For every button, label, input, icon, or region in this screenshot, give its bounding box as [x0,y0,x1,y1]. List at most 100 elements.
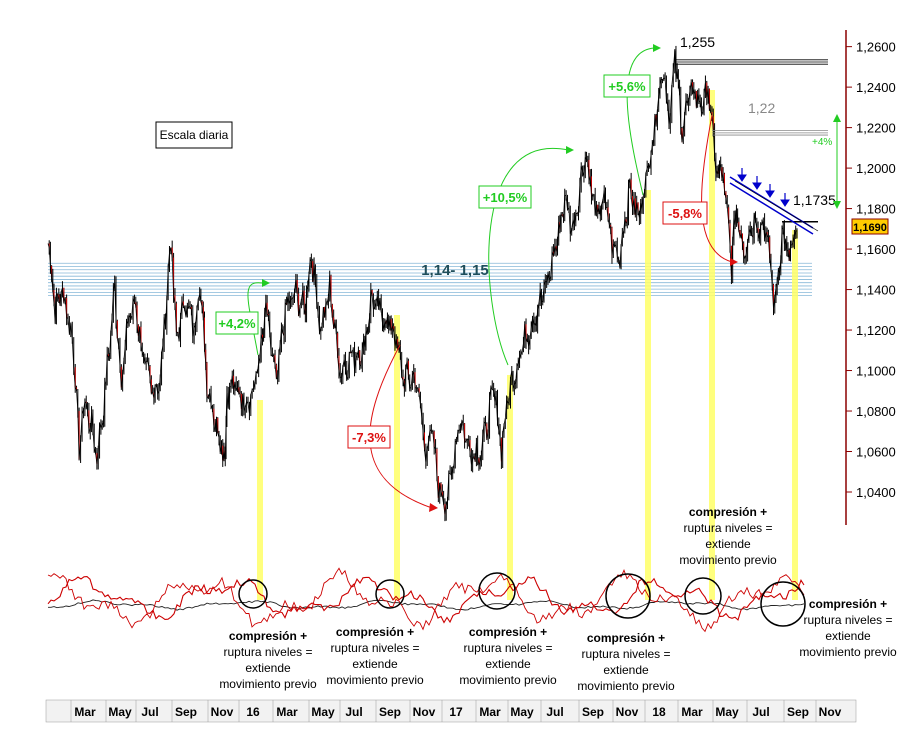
scale-note-box [155,121,233,149]
x-tick-label: 16 [246,705,260,719]
y-tick-label: 1,0600 [856,445,896,460]
scale-note: Escala diaria [160,128,229,142]
x-tick-label: Nov [616,705,639,719]
svg-text:ruptura niveles =: ruptura niveles = [683,521,772,535]
compression-vertical [645,190,651,600]
support-zone-label: 1,14- 1,15 [421,262,489,279]
x-tick-label: Mar [681,705,703,719]
svg-text:compresión +: compresión + [229,629,307,643]
compression-circles [238,572,806,627]
svg-text:extiende: extiende [705,537,751,551]
x-tick-label: Mar [74,705,96,719]
x-tick-label: 17 [449,705,463,719]
y-tick-label: 1,2200 [856,121,896,136]
move-label-2: -7,3% [352,430,386,445]
move-label-5: -5,8% [668,206,702,221]
x-tick-label: 18 [652,705,666,719]
svg-text:ruptura niveles =: ruptura niveles = [463,641,552,655]
x-tick-label: Sep [379,705,401,719]
compression-vertical [709,90,715,600]
price-line [47,50,798,515]
svg-text:extiende: extiende [352,657,398,671]
y-tick-label: 1,2600 [856,40,896,55]
compression-note-5: compresión + ruptura niveles = extiende … [679,505,777,567]
x-tick-label: Nov [211,705,234,719]
level-label-1255: 1,255 [680,34,715,50]
last-price-value: 1,1690 [853,222,887,234]
x-tick-label: May [715,705,739,719]
move-label-3: +10,5% [483,190,528,205]
x-tick-label: May [311,705,335,719]
y-tick-label: 1,1200 [856,323,896,338]
move-label-4: +5,6% [608,79,646,94]
x-tick-label: Nov [819,705,842,719]
compression-note-1: compresión + ruptura niveles = extiende … [219,629,317,691]
svg-text:compresión +: compresión + [336,625,414,639]
x-tick-label: Jul [141,705,158,719]
x-tick-label: Mar [276,705,298,719]
y-tick-label: 1,1000 [856,364,896,379]
move-label-1: +4,2% [218,316,256,331]
x-tick-label: Sep [175,705,197,719]
x-tick-label: Mar [479,705,501,719]
x-tick-label: Jul [752,705,769,719]
move-arrowheads [262,44,841,512]
svg-text:compresión +: compresión + [809,597,887,611]
svg-text:ruptura niveles =: ruptura niveles = [803,613,892,627]
blue-arrows [737,168,790,207]
svg-text:compresión +: compresión + [587,631,665,645]
resistance-levels [675,59,828,223]
y-tick-label: 1,1800 [856,202,896,217]
svg-text:movimiento previo: movimiento previo [326,673,424,687]
x-tick-label: Sep [582,705,604,719]
price-series [47,45,798,522]
move-box-4 [603,74,651,98]
compression-note-4: compresión + ruptura niveles = extiende … [577,631,675,693]
compression-note-6: compresión + ruptura niveles = extiende … [799,597,897,659]
compression-vertical [394,315,400,600]
move-box-1 [215,311,259,335]
move-box-2 [347,425,391,449]
svg-text:ruptura niveles =: ruptura niveles = [330,641,419,655]
x-axis: Mar May Jul Sep Nov 16 Mar May Jul Sep Nov 17 Mar May… [70,700,842,722]
move-box-3 [478,185,532,209]
oscillator-red-fast [47,576,805,624]
svg-text:movimiento previo: movimiento previo [799,645,897,659]
compression-verticals [257,90,798,600]
move-box-5 [662,201,708,225]
svg-text:extiende: extiende [825,629,871,643]
svg-text:compresión +: compresión + [689,505,767,519]
y-tick-label: 1,0800 [856,404,896,419]
svg-text:extiende: extiende [485,657,531,671]
compression-vertical [792,230,798,600]
oscillator-panel [47,567,805,633]
oscillator-red-slow [47,567,805,633]
level-label-11735: 1,1735 [793,192,836,208]
last-price-badge [851,218,889,235]
y-tick-label: 1,0400 [856,485,896,500]
compression-note-2: compresión + ruptura niveles = extiende … [326,625,424,687]
svg-text:ruptura niveles =: ruptura niveles = [581,647,670,661]
svg-text:movimiento previo: movimiento previo [577,679,675,693]
x-tick-label: Jul [546,705,563,719]
x-axis-bar [45,699,857,723]
y-tick-label: 1,1400 [856,283,896,298]
svg-text:compresión +: compresión + [469,625,547,639]
y-axis: 1,2600 1,2400 1,2200 1,2000 1,1800 1,1600 1,14… [846,40,896,500]
x-tick-label: Sep [787,705,809,719]
compression-note-3: compresión + ruptura niveles = extiende … [459,625,557,687]
downtrend-channel [729,176,819,235]
x-tick-label: Jul [345,705,362,719]
compression-vertical [507,375,513,600]
y-tick-label: 1,1600 [856,242,896,257]
x-tick-label: Nov [413,705,436,719]
svg-text:movimiento previo: movimiento previo [219,677,317,691]
level-label-122: 1,22 [748,100,775,116]
x-tick-label: May [108,705,132,719]
svg-text:ruptura niveles =: ruptura niveles = [223,645,312,659]
svg-text:movimiento previo: movimiento previo [679,553,777,567]
svg-text:extiende: extiende [603,663,649,677]
y-tick-label: 1,2000 [856,161,896,176]
compression-vertical [257,400,263,600]
